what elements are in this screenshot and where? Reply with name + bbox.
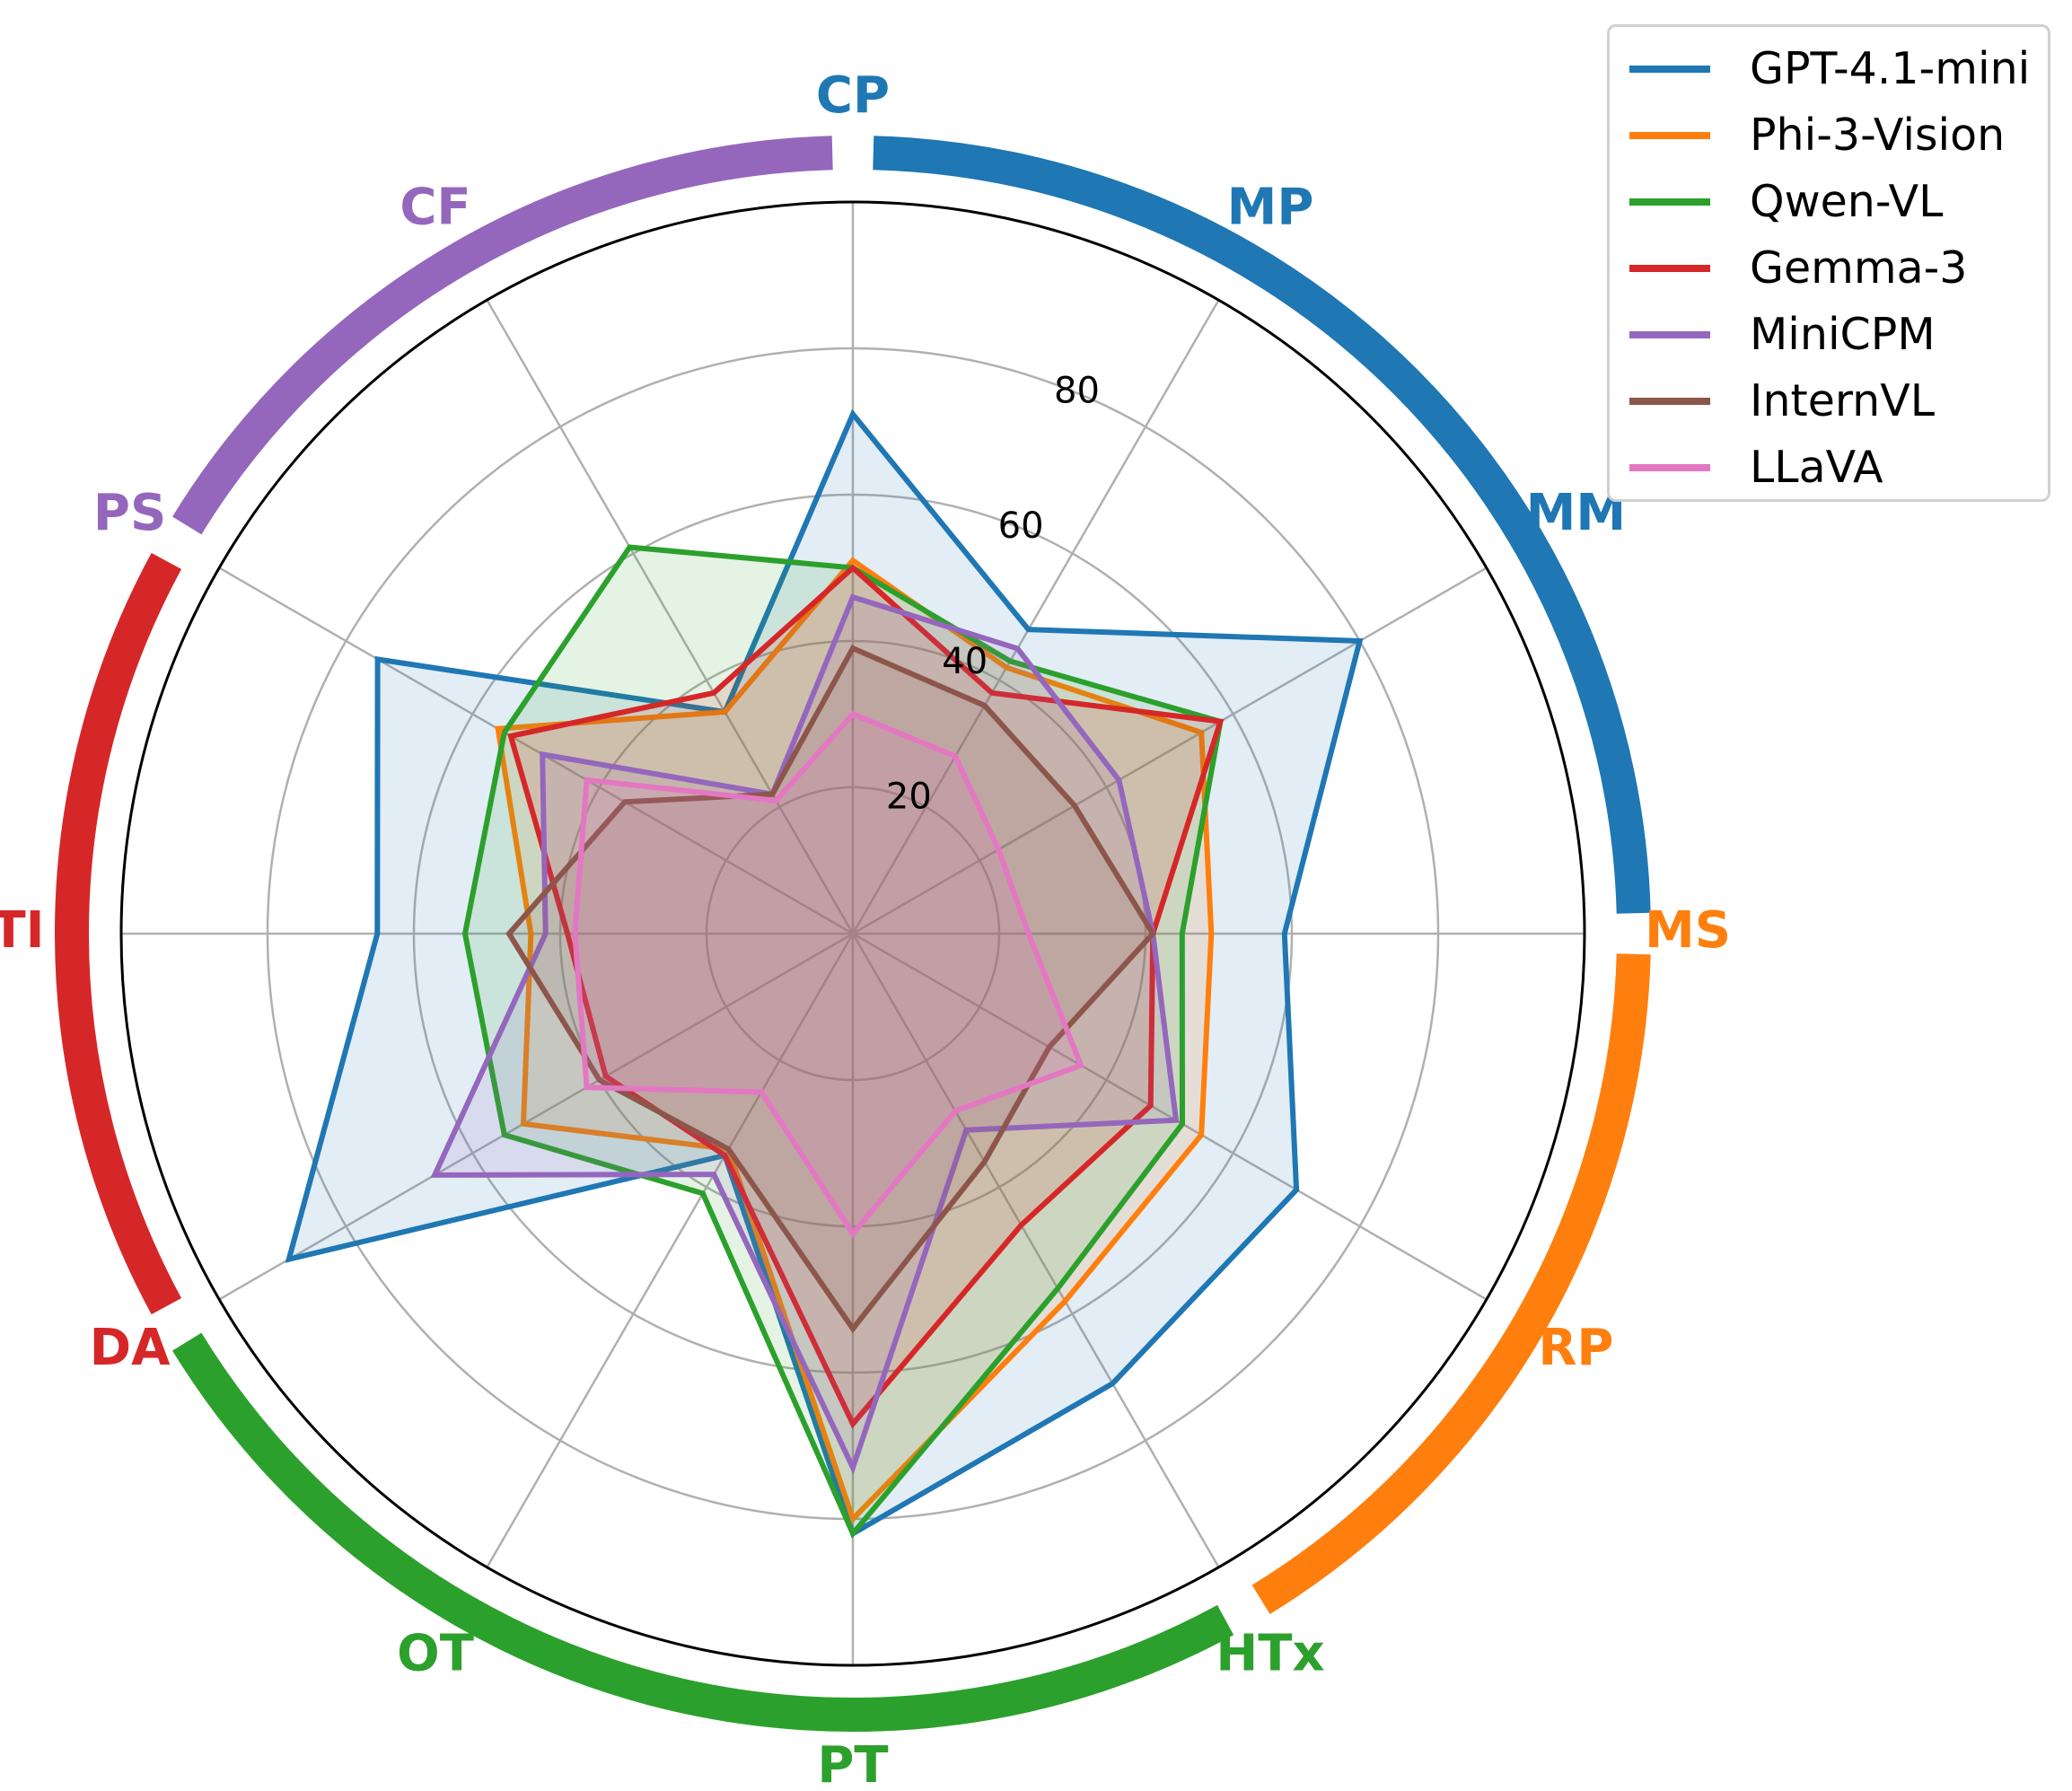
series-line-phi-3-vision [495,557,1215,1524]
legend-item: Gemma-3 [1610,237,2048,300]
axis-label-pt: PT [817,1736,888,1791]
series-line-minicpm [430,593,1180,1475]
legend-item: InternVL [1610,370,2048,433]
legend-swatch [1629,132,1710,139]
series-fill-qwen-vl [465,547,1221,1534]
legend-label: MiniCPM [1750,309,1936,360]
spoke-ot [486,933,855,1568]
axis-label-htx: HTx [1216,1625,1324,1683]
series-line-gemma-3 [507,564,1225,1429]
series-fill-minicpm [435,597,1176,1468]
legend-item: GPT-4.1-mini [1610,38,2048,101]
legend-label: Gemma-3 [1750,242,1968,294]
axis-label-da: DA [90,1319,171,1377]
legend-swatch [1629,265,1710,272]
series-line-llava [572,710,1085,1239]
legend: GPT-4.1-mini Phi-3-Vision Qwen-VL Gemma-3 Mi… [1607,24,2050,502]
axis-label-ms: MS [1645,901,1731,960]
legend-label: GPT-4.1-mini [1750,43,2031,94]
group-band [873,136,1651,914]
group-band [1251,953,1651,1614]
legend-label: InternVL [1750,375,1936,426]
series-fill-internvl [509,648,1154,1330]
group-band [172,1332,1234,1732]
series-line-internvl [505,645,1156,1334]
spoke-mp [851,299,1220,935]
axis-label-ot: OT [397,1625,474,1683]
radial-tick-label: 40 [942,641,988,682]
legend-item: Qwen-VL [1610,171,2048,233]
legend-swatch [1629,398,1710,405]
axis-label-ti: TI [0,901,45,960]
spoke-mm [852,566,1488,935]
radial-tick-label: 80 [1054,371,1100,412]
group-band [172,136,833,535]
spoke-cf [486,299,855,935]
legend-swatch [1629,66,1710,73]
legend-swatch [1629,464,1710,471]
legend-item: MiniCPM [1610,303,2048,366]
legend-label: LLaVA [1750,442,1883,493]
outer-frame [119,200,1586,1667]
radial-tick-label: 60 [998,505,1044,547]
legend-item: Phi-3-Vision [1610,104,2048,167]
spoke-htx [851,933,1220,1568]
spoke-rp [852,932,1488,1301]
legend-swatch [1629,331,1710,338]
series-fill-llava [575,714,1082,1234]
spoke-ps [218,566,854,935]
radial-tick-label: 20 [886,776,932,817]
group-band [54,552,182,1315]
axis-label-ps: PS [93,484,166,542]
legend-label: Qwen-VL [1750,176,1944,227]
legend-label: Phi-3-Vision [1750,110,2006,161]
legend-swatch [1629,198,1710,206]
axis-label-cp: CP [816,66,890,125]
legend-item: LLaVA [1610,436,2048,499]
spoke-da [218,932,854,1301]
axis-label-rp: RP [1538,1319,1613,1377]
axis-label-cf: CF [399,179,470,237]
axis-label-mp: MP [1227,179,1314,237]
